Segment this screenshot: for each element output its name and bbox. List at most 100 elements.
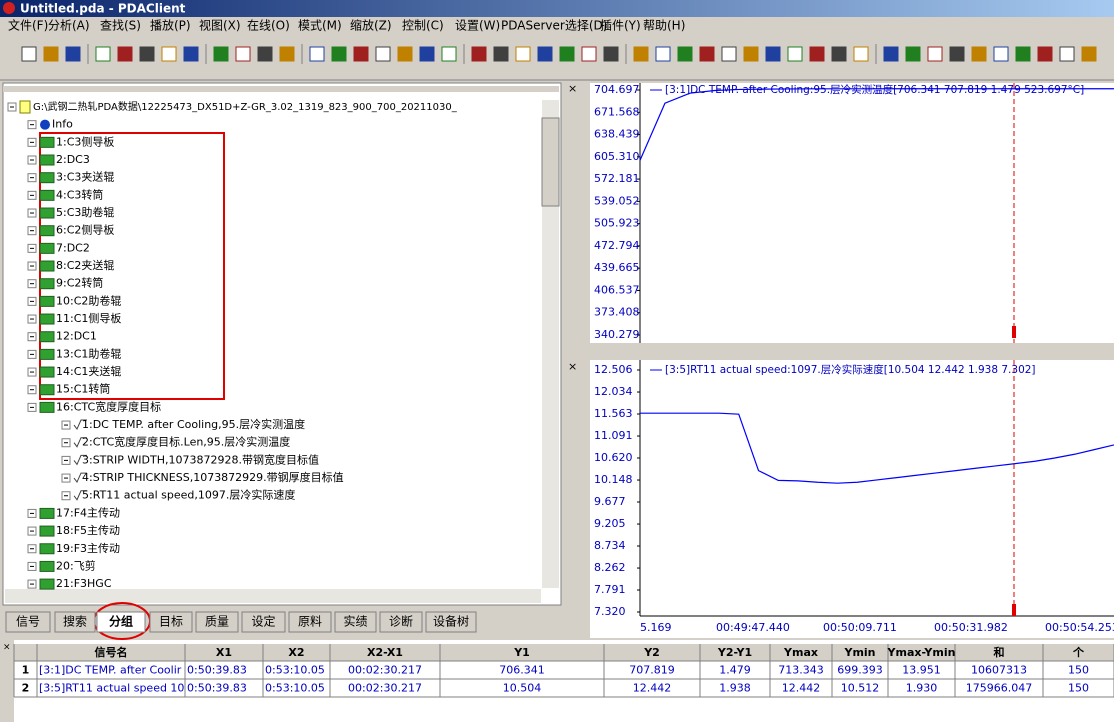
toolbar-button[interactable] <box>787 46 803 62</box>
menu-item[interactable]: 视图(X) <box>199 18 241 33</box>
tab[interactable] <box>334 611 377 633</box>
tab-label[interactable]: 目标 <box>159 615 183 629</box>
tree-item[interactable]: 9:C2转筒 <box>56 276 103 290</box>
toolbar-button[interactable] <box>65 46 81 62</box>
toolbar-button[interactable] <box>235 46 251 62</box>
toolbar-button[interactable] <box>43 46 59 62</box>
toolbar-button[interactable] <box>1037 46 1053 62</box>
tree-item[interactable]: 19:F3主传动 <box>56 542 120 555</box>
menu-item[interactable]: PDAServer选择(D) <box>501 19 607 33</box>
tree-item[interactable]: 16:CTC宽度厚度目标 <box>56 399 161 413</box>
tree-item[interactable]: 14:C1夹送辊 <box>56 364 121 378</box>
h-scrollbar[interactable] <box>5 589 541 603</box>
close-button[interactable]: × <box>3 643 11 653</box>
tab-label[interactable]: 分组 <box>109 614 133 629</box>
toolbar-button[interactable] <box>927 46 943 62</box>
menu-item[interactable]: 查找(S) <box>100 19 141 33</box>
tab-label[interactable]: 质量 <box>205 615 229 629</box>
tab[interactable] <box>149 611 193 633</box>
tab[interactable] <box>288 611 332 633</box>
toolbar-button[interactable] <box>655 46 671 62</box>
menu-item[interactable]: 缩放(Z) <box>350 18 392 33</box>
toolbar-button[interactable] <box>441 46 457 62</box>
toolbar-button[interactable] <box>515 46 531 62</box>
menu-item[interactable]: 设置(W) <box>455 19 500 33</box>
toolbar-button[interactable] <box>375 46 391 62</box>
tab-label[interactable]: 实绩 <box>343 614 367 629</box>
tree-item[interactable]: 7:DC2 <box>56 241 90 254</box>
toolbar-button[interactable] <box>353 46 369 62</box>
menu-item[interactable]: 控制(C) <box>402 19 444 33</box>
toolbar-button[interactable] <box>161 46 177 62</box>
tab[interactable] <box>5 611 51 633</box>
tree-subitem[interactable]: 1:DC TEMP. after Cooling,95.层冷实测温度 <box>82 417 305 431</box>
tab-label[interactable]: 设定 <box>251 614 275 629</box>
tree-subitem[interactable]: 2:CTC宽度厚度目标.Len,95.层冷实测温度 <box>82 435 290 449</box>
toolbar-button[interactable] <box>1081 46 1097 62</box>
toolbar-button[interactable] <box>633 46 649 62</box>
tree-item[interactable]: 17:F4主传动 <box>56 506 120 519</box>
toolbar-button[interactable] <box>419 46 435 62</box>
tree-item[interactable]: 4:C3转筒 <box>56 187 103 201</box>
toolbar-button[interactable] <box>1015 46 1031 62</box>
tree-item[interactable]: 18:F5主传动 <box>56 524 120 537</box>
tab-label[interactable]: 搜索 <box>63 614 87 629</box>
tree-subitem[interactable]: 5:RT11 actual speed,1097.层冷实际速度 <box>82 488 295 502</box>
tree-item[interactable]: 12:DC1 <box>56 330 97 343</box>
menu-item[interactable]: 在线(O) <box>247 19 290 33</box>
toolbar-button[interactable] <box>257 46 273 62</box>
menu-item[interactable]: 模式(M) <box>298 19 342 33</box>
tab[interactable] <box>195 611 239 633</box>
toolbar-button[interactable] <box>279 46 295 62</box>
scroll-thumb[interactable] <box>541 117 560 207</box>
toolbar-button[interactable] <box>309 46 325 62</box>
tree-subitem[interactable]: 3:STRIP WIDTH,1073872928.带钢宽度目标值 <box>82 452 319 466</box>
menu-item[interactable]: 播放(P) <box>150 18 191 33</box>
toolbar-button[interactable] <box>603 46 619 62</box>
toolbar-button[interactable] <box>139 46 155 62</box>
tab-label[interactable]: 设备树 <box>433 614 469 629</box>
menu-item[interactable]: 分析(A) <box>48 19 90 33</box>
tree-item[interactable]: 1:C3侧导板 <box>56 134 114 148</box>
toolbar-button[interactable] <box>95 46 111 62</box>
menu-item[interactable]: 帮助(H) <box>643 19 685 33</box>
tree-item[interactable]: 20:飞剪 <box>56 558 96 572</box>
tree-item[interactable]: 2:DC3 <box>56 153 90 166</box>
close-button[interactable]: × <box>568 360 577 373</box>
toolbar-button[interactable] <box>493 46 509 62</box>
tree-item[interactable]: 15:C1转筒 <box>56 382 110 396</box>
toolbar-button[interactable] <box>21 46 37 62</box>
toolbar-button[interactable] <box>905 46 921 62</box>
toolbar-button[interactable] <box>213 46 229 62</box>
tab[interactable] <box>241 611 286 633</box>
toolbar-button[interactable] <box>699 46 715 62</box>
tree-item[interactable]: 10:C2助卷辊 <box>56 293 121 307</box>
toolbar-button[interactable] <box>537 46 553 62</box>
tree-item[interactable]: 8:C2夹送辊 <box>56 258 114 272</box>
tab[interactable] <box>54 611 96 633</box>
toolbar-button[interactable] <box>993 46 1009 62</box>
toolbar-button[interactable] <box>331 46 347 62</box>
tree-item[interactable]: 21:F3HGC <box>56 577 112 590</box>
toolbar-button[interactable] <box>883 46 899 62</box>
tree-item[interactable]: 11:C1侧导板 <box>56 311 121 325</box>
tab[interactable] <box>379 611 423 633</box>
toolbar-button[interactable] <box>949 46 965 62</box>
toolbar-button[interactable] <box>117 46 133 62</box>
toolbar-button[interactable] <box>677 46 693 62</box>
toolbar-button[interactable] <box>743 46 759 62</box>
toolbar-button[interactable] <box>831 46 847 62</box>
toolbar-button[interactable] <box>581 46 597 62</box>
toolbar-button[interactable] <box>471 46 487 62</box>
tree-subitem[interactable]: 4:STRIP THICKNESS,1073872929.带钢厚度目标值 <box>82 470 344 484</box>
tree-item[interactable]: 13:C1助卷辊 <box>56 346 121 360</box>
tree-root[interactable]: G:\武钢二热轧PDA数据\12225473_DX51D+Z-GR_3.02_1… <box>33 100 458 113</box>
scrollbar[interactable] <box>542 100 559 588</box>
menu-item[interactable]: 文件(F) <box>8 18 48 33</box>
tree-item[interactable]: Info <box>52 118 73 131</box>
menu-item[interactable]: 插件(Y) <box>600 19 641 33</box>
toolbar-button[interactable] <box>971 46 987 62</box>
tab[interactable] <box>96 611 146 633</box>
toolbar-button[interactable] <box>559 46 575 62</box>
toolbar-button[interactable] <box>809 46 825 62</box>
